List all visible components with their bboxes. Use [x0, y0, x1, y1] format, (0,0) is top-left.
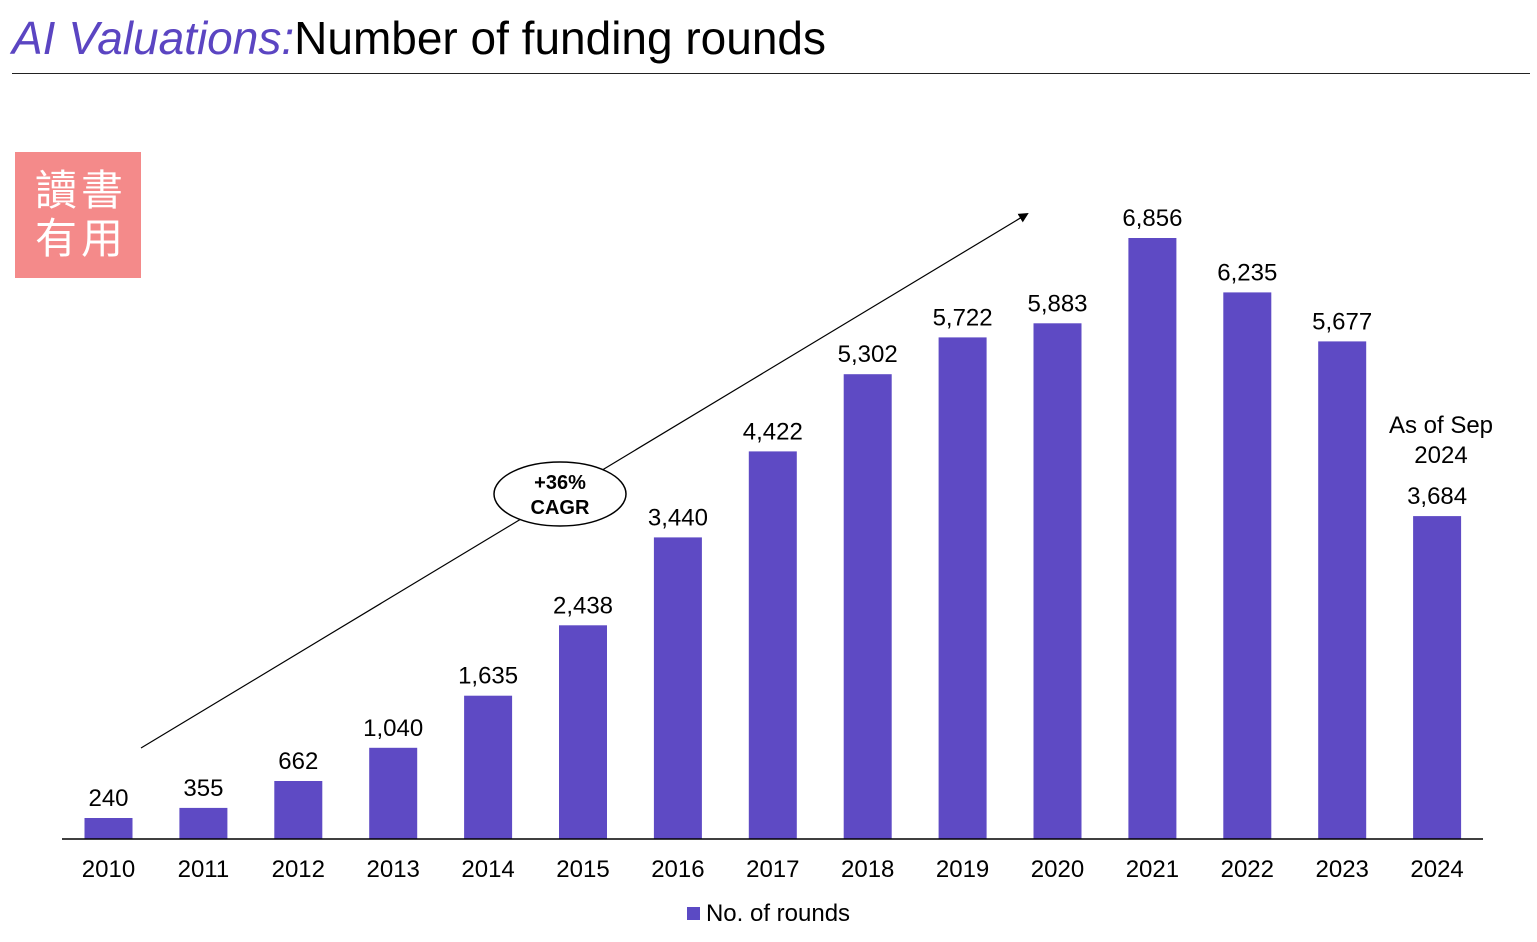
- x-tick-2013: 2013: [367, 856, 420, 883]
- x-tick-2012: 2012: [272, 856, 325, 883]
- bar-2011: [179, 807, 228, 839]
- bar-2024: [1413, 516, 1462, 839]
- title-accent: AI Valuations:: [12, 12, 295, 64]
- x-tick-2014: 2014: [461, 856, 514, 883]
- x-tick-2022: 2022: [1221, 856, 1274, 883]
- value-label-2022: 6,235: [1217, 259, 1277, 286]
- value-label-2020: 5,883: [1027, 290, 1087, 317]
- cagr-label: CAGR: [531, 497, 590, 519]
- value-label-2023: 5,677: [1312, 308, 1372, 335]
- bar-2013: [369, 747, 418, 839]
- title-divider: [12, 73, 1530, 74]
- x-tick-2015: 2015: [556, 856, 609, 883]
- x-tick-2011: 2011: [178, 856, 230, 883]
- bar-2016: [653, 537, 702, 839]
- value-label-2021: 6,856: [1122, 205, 1182, 232]
- value-label-2013: 1,040: [363, 715, 423, 742]
- legend-swatch: [686, 907, 700, 920]
- x-tick-2019: 2019: [936, 856, 989, 883]
- cagr-callout: [493, 461, 627, 527]
- x-tick-2018: 2018: [841, 856, 894, 883]
- bar-2020: [1033, 323, 1082, 839]
- value-label-2024: 3,684: [1407, 483, 1467, 510]
- value-label-2010: 240: [88, 785, 128, 812]
- bar-2022: [1223, 292, 1272, 839]
- title-main: Number of funding rounds: [294, 12, 827, 64]
- bar-2017: [748, 451, 797, 839]
- bar-2010: [84, 818, 133, 839]
- x-tick-2017: 2017: [746, 856, 799, 883]
- partial-year-note-line2: 2024: [1414, 442, 1467, 469]
- x-tick-2021: 2021: [1126, 856, 1179, 883]
- x-tick-2010: 2010: [82, 856, 135, 883]
- bars-group: [84, 238, 1462, 839]
- seal-stamp-logo: 讀 書 有 用: [15, 152, 141, 278]
- bar-2023: [1318, 341, 1367, 839]
- value-label-2011: 355: [183, 775, 223, 802]
- bar-2019: [938, 337, 987, 839]
- bar-2018: [843, 374, 892, 839]
- x-tick-2024: 2024: [1410, 856, 1463, 883]
- value-label-2012: 662: [278, 748, 318, 775]
- value-label-2015: 2,438: [553, 592, 613, 619]
- chart-legend: No. of rounds: [0, 898, 1537, 930]
- bar-2014: [464, 695, 513, 839]
- page-title: AI Valuations:Number of funding rounds: [12, 10, 826, 66]
- x-tick-2020: 2020: [1031, 856, 1084, 883]
- value-label-2018: 5,302: [838, 341, 898, 368]
- value-label-2016: 3,440: [648, 504, 708, 531]
- bar-2012: [274, 781, 323, 839]
- bar-2015: [559, 625, 607, 839]
- x-tick-2023: 2023: [1316, 856, 1369, 883]
- x-axis-ticks: 2010 2011 2012 2013 2014 2015 2016 2017 2018 2019…: [82, 856, 1464, 883]
- cagr-value: +36%: [534, 472, 586, 494]
- value-label-2017: 4,422: [743, 418, 803, 445]
- value-label-2014: 1,635: [458, 663, 518, 690]
- value-label-2019: 5,722: [933, 304, 993, 331]
- value-labels-group: 240 355 662 1,040 1,635 2,438 3,440 4,422 5,302 5…: [88, 205, 1467, 812]
- bar-2021: [1128, 238, 1177, 839]
- partial-year-note-line1: As of Sep: [1389, 412, 1493, 439]
- legend-label: No. of rounds: [705, 900, 851, 927]
- x-tick-2016: 2016: [651, 856, 704, 883]
